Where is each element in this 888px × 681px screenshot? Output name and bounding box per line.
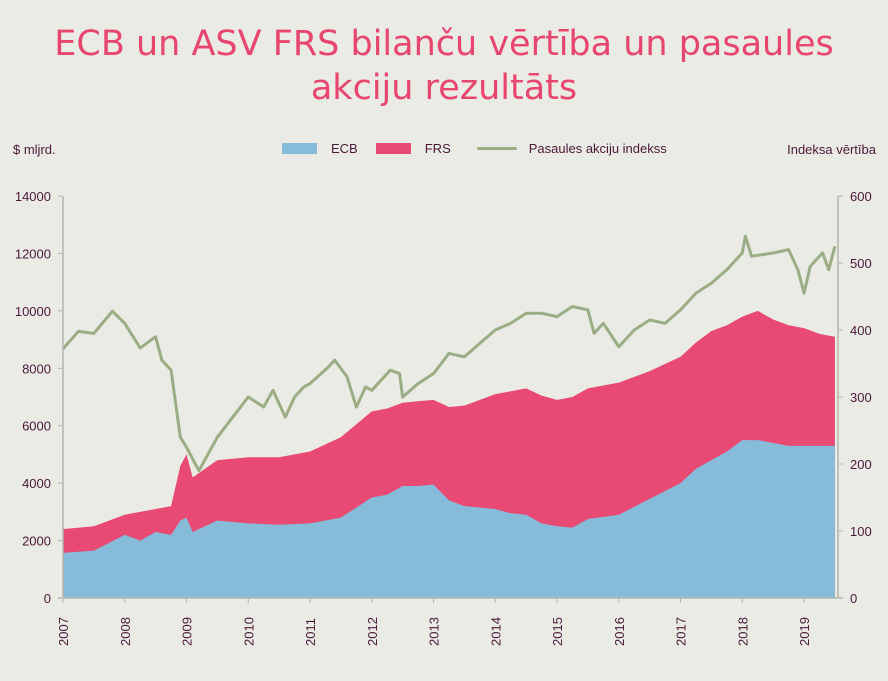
x-tick-label: 2015 (550, 617, 565, 646)
y-tick-label: 6000 (22, 419, 51, 434)
x-tick-label: 2010 (241, 617, 256, 646)
y-tick-label: 2000 (22, 534, 51, 549)
x-tick-label: 2009 (180, 617, 195, 646)
x-tick-label: 2016 (612, 617, 627, 646)
x-tick-label: 2019 (797, 617, 812, 646)
x-tick-label: 2017 (674, 617, 689, 646)
y2-tick-label: 0 (850, 591, 857, 606)
y2-tick-label: 100 (850, 524, 872, 539)
x-tick-label: 2012 (365, 617, 380, 646)
x-tick-label: 2014 (488, 617, 503, 646)
legend-label-ecb: ECB (331, 141, 358, 156)
y2-axis-label: Indeksa vērtība (787, 142, 876, 157)
y-tick-label: 12000 (15, 246, 51, 261)
y2-tick-label: 400 (850, 323, 872, 338)
legend-swatch-ecb (282, 143, 317, 154)
legend: ECB FRS Pasaules akciju indekss (282, 141, 667, 156)
legend-label-frs: FRS (424, 141, 451, 156)
y-tick-label: 10000 (15, 304, 51, 319)
y-tick-label: 8000 (22, 361, 51, 376)
chart-title: ECB un ASV FRS bilanču vērtība un pasaul… (54, 24, 834, 108)
x-tick-label: 2007 (56, 617, 71, 646)
x-tick-label: 2018 (735, 617, 750, 646)
x-tick-label: 2013 (427, 617, 442, 646)
legend-swatch-index (476, 147, 517, 150)
y2-tick-label: 200 (850, 457, 872, 472)
line-index (61, 234, 837, 473)
y-axis-label: $ mljrd. (13, 142, 56, 157)
y-tick-label: 14000 (15, 189, 51, 204)
y-tick-label: 4000 (22, 476, 51, 491)
legend-swatch-frs (375, 143, 411, 154)
x-tick-label: 2011 (303, 618, 318, 646)
y2-tick-label: 500 (850, 256, 872, 271)
legend-label-index: Pasaules akciju indekss (528, 141, 667, 156)
y2-tick-label: 600 (850, 189, 872, 204)
area-ecb (63, 440, 835, 598)
y-tick-label: 0 (44, 591, 51, 606)
x-tick-label: 2008 (118, 617, 133, 646)
y2-tick-label: 300 (850, 390, 872, 405)
